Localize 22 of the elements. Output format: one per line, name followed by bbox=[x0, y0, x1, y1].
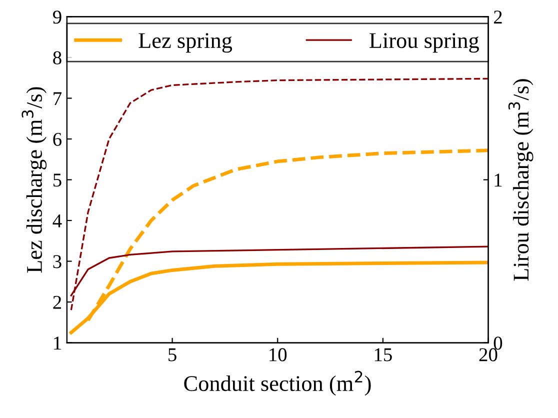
y-axis-title: Lez discharge (m$^{3}$/s) bbox=[22, 87, 47, 273]
y-tick-label: 2 bbox=[53, 296, 62, 309]
x-tick-label: 5 bbox=[168, 348, 176, 362]
x-tick-label: 20 bbox=[479, 348, 498, 362]
legend-label: Lirou spring bbox=[370, 33, 479, 53]
x-tick-label: 10 bbox=[270, 348, 287, 362]
legend-label: Lez spring bbox=[138, 33, 232, 53]
x-tick-label: 15 bbox=[374, 348, 392, 362]
x-axis-title: Conduit section (m$^{2}$) bbox=[184, 370, 371, 396]
y-tick-label: 1 bbox=[54, 336, 61, 350]
y-tick-label: 8 bbox=[53, 51, 62, 64]
y-tick-label: 7 bbox=[54, 92, 62, 105]
line-series bbox=[70, 78, 488, 311]
y-tick-label: 5 bbox=[54, 174, 62, 187]
y-tick-label: 9 bbox=[53, 10, 62, 24]
y-tick-label: 4 bbox=[52, 214, 62, 228]
y2-tick-label: 1 bbox=[494, 174, 502, 186]
y2-tick-label: 2 bbox=[494, 10, 502, 24]
y2-tick-label: 0 bbox=[494, 336, 502, 350]
y2-axis-title: Lirou discharge (m$^{3}$/s) bbox=[508, 79, 534, 281]
y-tick-label: 3 bbox=[53, 255, 62, 268]
y-tick-label: 6 bbox=[53, 132, 62, 146]
